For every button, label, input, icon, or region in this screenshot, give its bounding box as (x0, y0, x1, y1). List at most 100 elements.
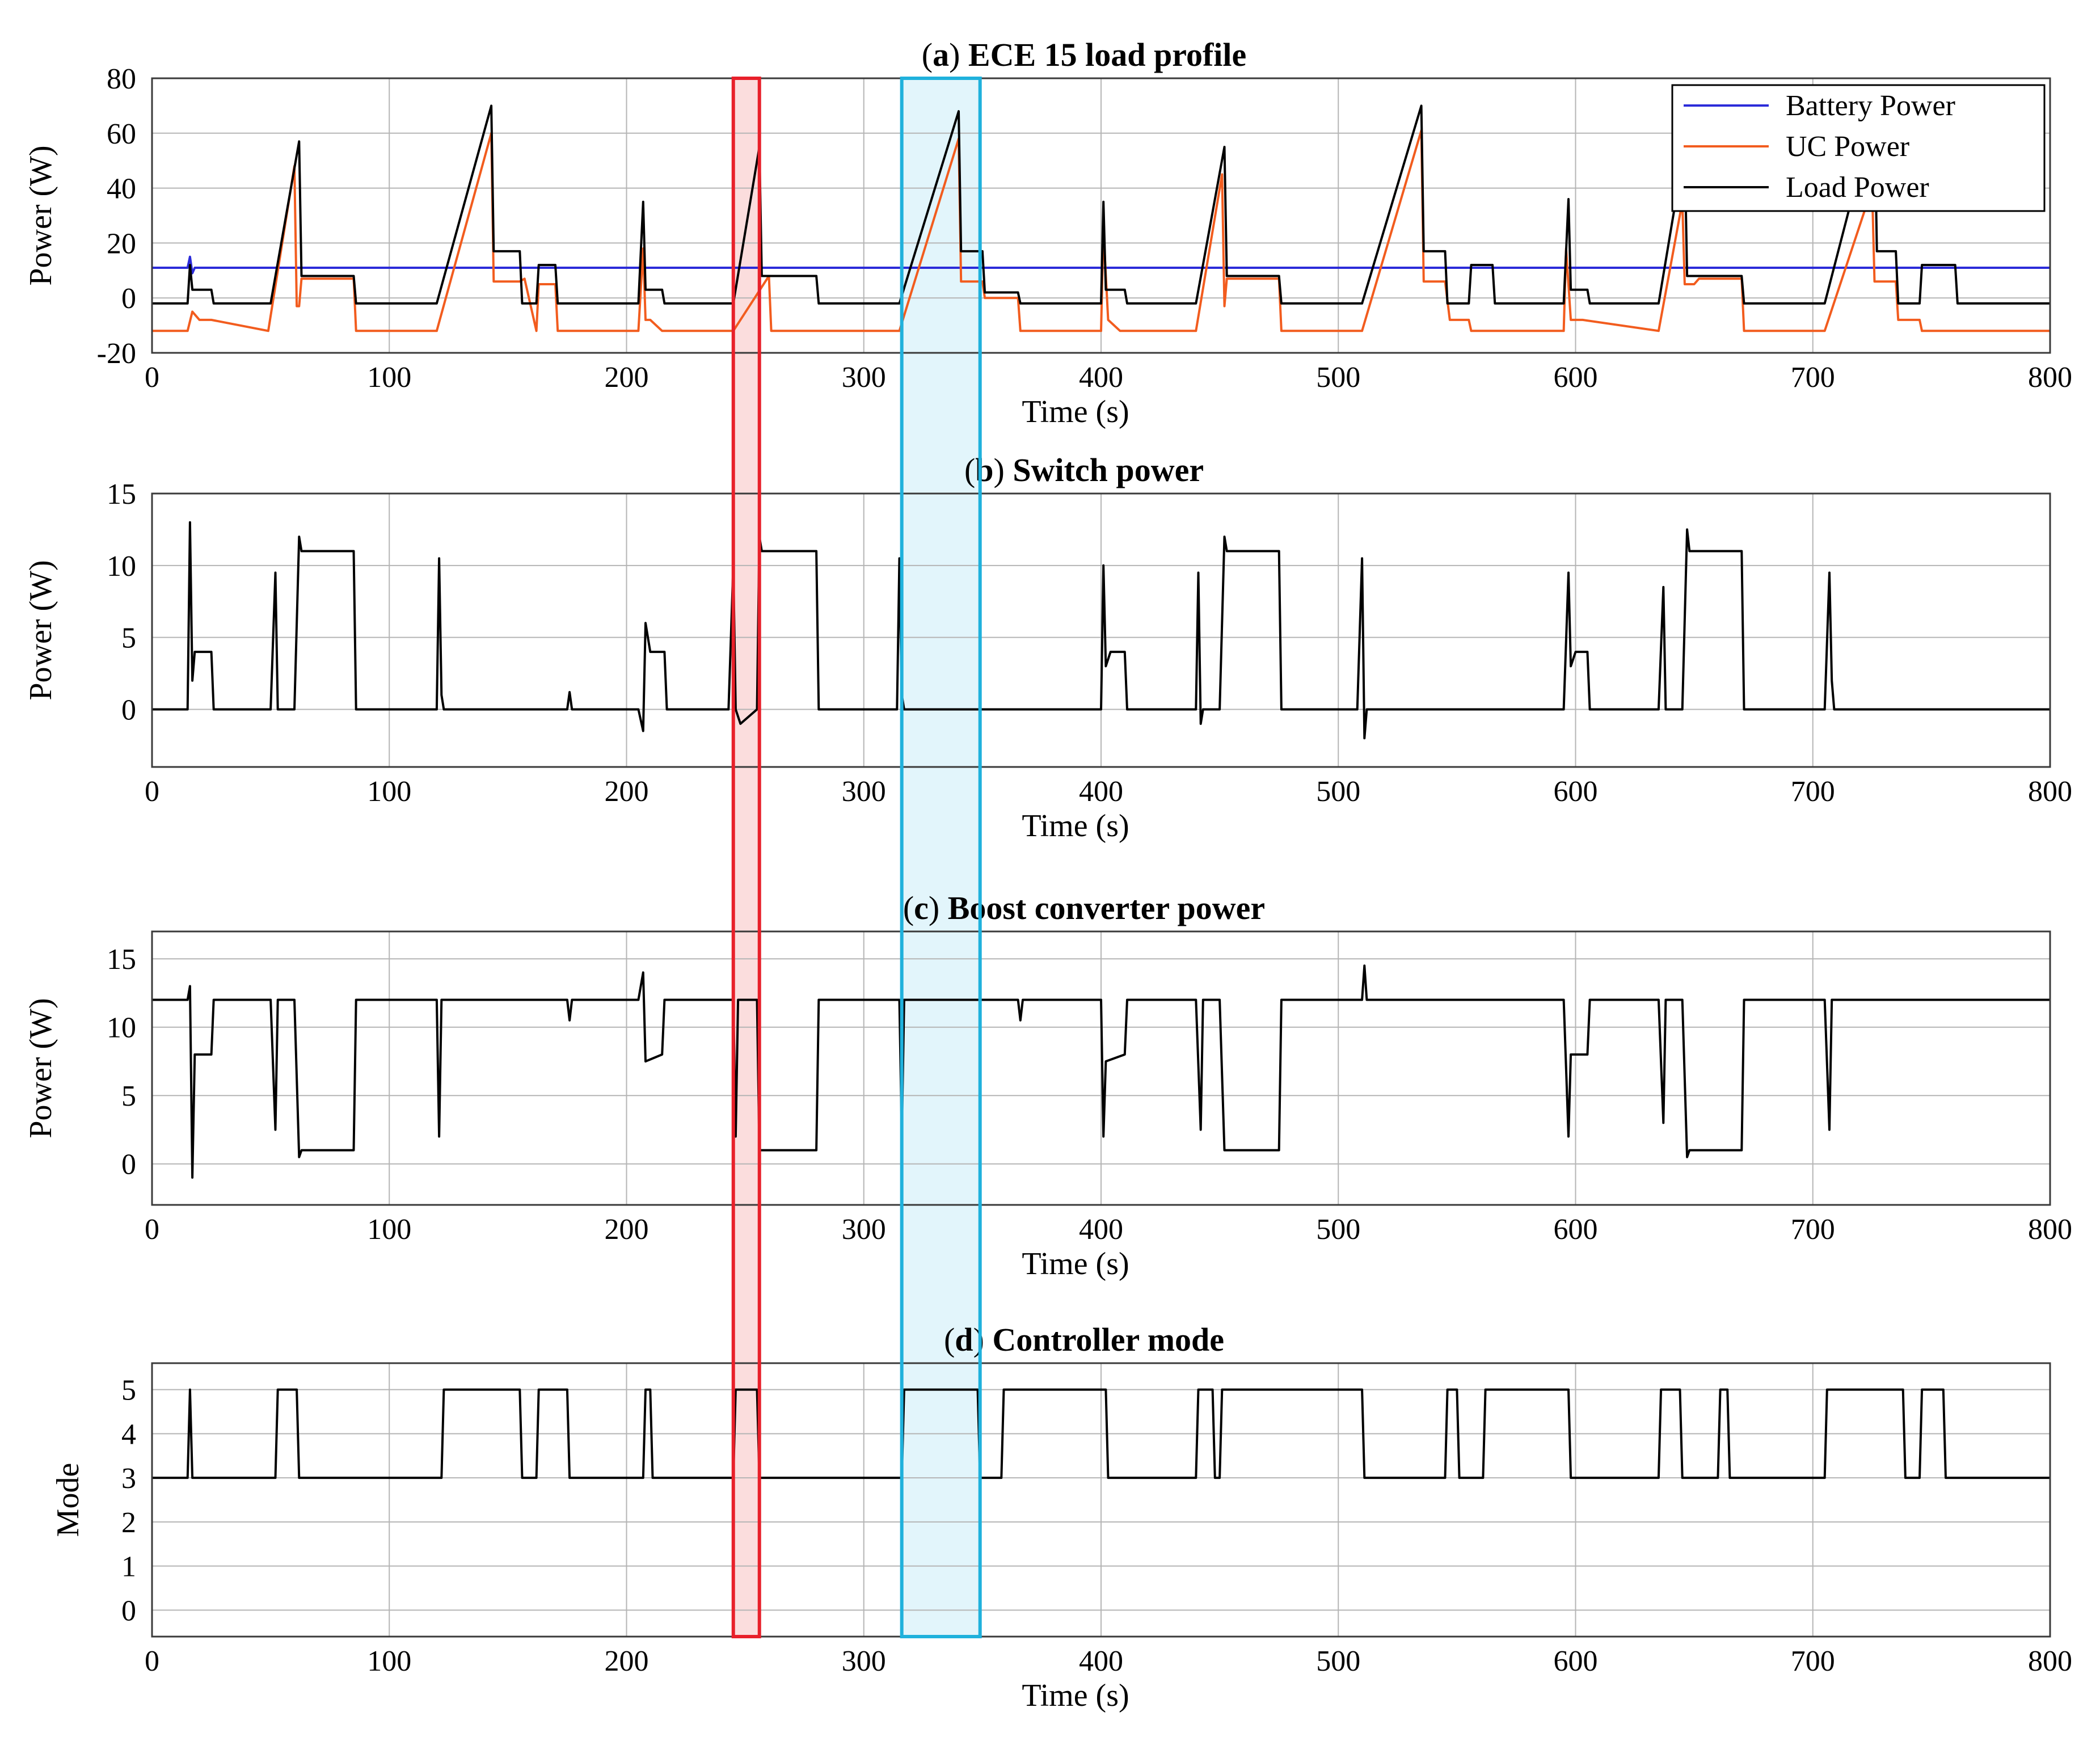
x-tick-label: 700 (1791, 775, 1835, 808)
x-tick-label: 0 (145, 1213, 159, 1246)
blue-highlight-outline (900, 77, 982, 1638)
x-tick-label: 400 (1079, 361, 1123, 394)
blue-highlight-fill (901, 78, 980, 1637)
panel-title-paren: ) (973, 1321, 993, 1358)
x-tick-label: 800 (2028, 775, 2072, 808)
x-axis-label: Time (s) (1022, 1246, 1129, 1281)
y-tick-label: 10 (107, 550, 136, 583)
axes-box (151, 1362, 2051, 1638)
x-tick-label: 100 (367, 1213, 411, 1246)
series-line-boost-converter-power (152, 964, 2050, 1179)
x-tick-label: 0 (145, 361, 159, 394)
axes-box (151, 77, 2051, 354)
x-tick-label: 800 (2028, 361, 2072, 394)
x-tick-label: 600 (1554, 775, 1598, 808)
x-tick-label: 600 (1554, 1645, 1598, 1677)
series-line-battery-power (152, 255, 2050, 275)
legend-label: UC Power (1786, 130, 1909, 163)
y-tick-label: 0 (121, 1149, 136, 1181)
y-tick-label: 80 (107, 63, 136, 95)
red-highlight-fill (733, 78, 760, 1637)
y-tick-label: 0 (121, 1595, 136, 1627)
x-tick-label: 500 (1316, 1213, 1360, 1246)
panel-title-text: Switch power (1013, 452, 1204, 488)
x-tick-label: 800 (2028, 1213, 2072, 1246)
y-tick-label: 15 (107, 478, 136, 511)
panel-title-paren: ( (964, 452, 975, 488)
y-tick-label: 3 (121, 1462, 136, 1495)
x-tick-label: 100 (367, 1645, 411, 1677)
panel-title-paren: ) (929, 889, 948, 926)
x-tick-label: 300 (842, 361, 886, 394)
panel-letter: a (933, 36, 949, 73)
x-tick-label: 500 (1316, 1645, 1360, 1677)
x-tick-label: 300 (842, 1213, 886, 1246)
x-tick-label: 200 (605, 361, 649, 394)
legend: Battery Power UC Power Load Power (1671, 84, 2046, 212)
panel-title-paren: ( (922, 36, 933, 73)
x-tick-label: 0 (145, 775, 159, 808)
y-axis-label: Power (W) (23, 560, 58, 700)
panel-title-text: Boost converter power (948, 889, 1265, 926)
panel-title-paren: ( (944, 1321, 955, 1358)
x-tick-label: 200 (605, 1213, 649, 1246)
panel-c: 0 100 200 300 400 500 600 700 800 0 5 10 15 Time (s) P… (23, 889, 2072, 1281)
series-line-switch-power (152, 521, 2050, 740)
axes-box (151, 930, 2051, 1206)
y-tick-label: 10 (107, 1012, 136, 1044)
panel-letter: b (975, 452, 993, 488)
y-tick-label: 0 (121, 283, 136, 315)
panel-title-text: ECE 15 load profile (968, 36, 1246, 73)
y-axis-label: Mode (50, 1463, 86, 1537)
x-tick-label: 400 (1079, 1645, 1123, 1677)
x-tick-label: 100 (367, 361, 411, 394)
x-tick-label: 700 (1791, 1645, 1835, 1677)
y-tick-label: 60 (107, 118, 136, 150)
x-tick-label: 500 (1316, 775, 1360, 808)
y-tick-label: 5 (121, 1080, 136, 1112)
x-tick-label: 800 (2028, 1645, 2072, 1677)
panel-letter: c (914, 889, 929, 926)
panel-title-text: Controller mode (992, 1321, 1224, 1358)
y-axis-label: Power (W) (23, 998, 58, 1138)
series-line-controller-mode (152, 1388, 2050, 1479)
x-tick-label: 600 (1554, 1213, 1598, 1246)
x-tick-label: 100 (367, 775, 411, 808)
y-tick-label: 20 (107, 227, 136, 260)
panel-letter: d (955, 1321, 973, 1358)
legend-label: Battery Power (1786, 90, 1955, 122)
x-tick-label: 500 (1316, 361, 1360, 394)
y-tick-label: 5 (121, 1375, 136, 1407)
panel-title: (b) Switch power (964, 452, 1204, 488)
legend-label: Load Power (1786, 171, 1929, 204)
x-tick-label: 400 (1079, 1213, 1123, 1246)
y-tick-label: 4 (121, 1418, 136, 1451)
x-tick-label: 200 (605, 1645, 649, 1677)
y-tick-label: 5 (121, 622, 136, 655)
legend-box (1671, 84, 2046, 212)
panel-title-paren: ) (994, 452, 1013, 488)
y-tick-label: 40 (107, 173, 136, 205)
axes-box (151, 492, 2051, 768)
y-tick-label: 1 (121, 1551, 136, 1583)
x-axis-label: Time (s) (1022, 1678, 1129, 1713)
y-tick-label: -20 (97, 338, 136, 370)
x-axis-label: Time (s) (1022, 808, 1129, 844)
panel-b: 0 100 200 300 400 500 600 700 800 0 5 10 15 Time (s) P… (23, 452, 2072, 844)
x-tick-label: 300 (842, 1645, 886, 1677)
x-tick-label: 300 (842, 775, 886, 808)
y-tick-label: 2 (121, 1507, 136, 1539)
panel-title-paren: ) (949, 36, 968, 73)
panel-title: (c) Boost converter power (903, 889, 1265, 926)
red-highlight-outline (731, 77, 761, 1638)
panel-title: (a) ECE 15 load profile (922, 36, 1247, 73)
x-tick-label: 200 (605, 775, 649, 808)
x-axis-label: Time (s) (1022, 394, 1129, 429)
x-tick-label: 600 (1554, 361, 1598, 394)
panel-a: 0 100 200 300 400 500 600 700 800 -20 0 20 40 60 80 Tim… (23, 36, 2072, 429)
panel-title-paren: ( (903, 889, 914, 926)
x-tick-label: 400 (1079, 775, 1123, 808)
x-tick-label: 0 (145, 1645, 159, 1677)
y-tick-label: 0 (121, 694, 136, 727)
